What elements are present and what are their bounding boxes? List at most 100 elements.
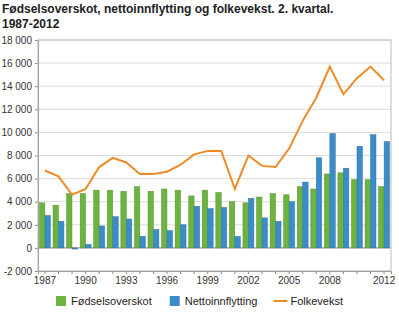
x-axis-line xyxy=(39,272,392,275)
legend-item: Fødselsoverskot xyxy=(56,295,152,307)
legend-label: Fødselsoverskot xyxy=(71,295,152,307)
line xyxy=(45,67,384,195)
grid-line xyxy=(38,132,391,133)
bar xyxy=(148,191,153,248)
y-tick-label: 8 000 xyxy=(7,150,32,161)
bar xyxy=(371,135,376,248)
bar xyxy=(167,231,172,248)
legend-item: Folkevekst xyxy=(273,295,343,307)
bar xyxy=(67,194,72,248)
bar xyxy=(189,196,194,248)
bar xyxy=(257,197,262,248)
bar xyxy=(338,173,343,248)
legend-swatch xyxy=(56,296,66,306)
x-tick: 1987 xyxy=(34,271,57,286)
legend: Fødselsoverskot Nettoinnflytting Folkeveks… xyxy=(56,295,343,307)
bar xyxy=(379,187,384,248)
y-tick: 18 000 xyxy=(1,35,38,46)
bar xyxy=(45,216,50,248)
bar xyxy=(276,221,281,248)
bar xyxy=(194,206,199,248)
legend-label: Nettoinnflytting xyxy=(185,295,258,307)
y-tick: 2 000 xyxy=(7,220,38,231)
x-tick: 2002 xyxy=(237,271,260,286)
grid xyxy=(38,40,391,271)
y-tick: 4 000 xyxy=(7,196,38,207)
legend-item: Nettoinnflytting xyxy=(170,295,258,307)
bar xyxy=(86,244,91,247)
plot: -2 000 0 2 000 4 000 6 000 8 000 10 000 12 000 1… xyxy=(1,35,395,286)
bar xyxy=(365,180,370,248)
y-tick: 14 000 xyxy=(1,81,38,92)
bar xyxy=(39,203,44,248)
bar xyxy=(316,158,321,248)
bar xyxy=(343,168,348,248)
bar xyxy=(126,219,131,248)
y-tick: 6 000 xyxy=(7,173,38,184)
legend-label: Folkevekst xyxy=(290,295,343,307)
bar xyxy=(94,190,99,248)
bar xyxy=(140,236,145,248)
bar xyxy=(229,202,234,248)
y-tick-label: 6 000 xyxy=(7,173,32,184)
x-tick: 2012 xyxy=(373,271,396,286)
x-tick-label: 1987 xyxy=(34,275,57,286)
bar xyxy=(357,146,362,248)
legend-swatch xyxy=(273,300,287,302)
x-tick: 1990 xyxy=(74,271,97,286)
grid-line xyxy=(38,86,391,87)
y-tick-label: 14 000 xyxy=(1,81,32,92)
x-tick: 2005 xyxy=(278,271,301,286)
grid-line xyxy=(38,155,391,156)
x-tick-label: 2008 xyxy=(319,275,342,286)
legend-swatch xyxy=(170,296,180,306)
bar xyxy=(243,203,248,248)
y-tick: 0 xyxy=(26,243,38,254)
bar xyxy=(216,192,221,247)
y-tick-label: -2 000 xyxy=(4,266,33,277)
bar xyxy=(221,207,226,247)
bar xyxy=(235,236,240,248)
x-tick-label: 2005 xyxy=(278,275,301,286)
bar xyxy=(175,190,180,248)
bar xyxy=(303,182,308,248)
y-tick-label: 16 000 xyxy=(1,58,32,69)
bar xyxy=(324,174,329,248)
bar xyxy=(208,209,213,248)
y-tick: 16 000 xyxy=(1,58,38,69)
x-tick: 1993 xyxy=(115,271,138,286)
bar xyxy=(113,217,118,248)
y-tick-label: 2 000 xyxy=(7,220,32,231)
bar xyxy=(162,189,167,248)
bar xyxy=(270,194,275,248)
x-tick-label: 2012 xyxy=(373,275,396,286)
bar xyxy=(330,134,335,248)
bar xyxy=(351,180,356,248)
grid-line xyxy=(38,109,391,110)
x-tick-label: 1999 xyxy=(197,275,220,286)
bar xyxy=(59,221,64,248)
bar xyxy=(384,142,389,248)
grid-line xyxy=(38,63,391,64)
bar xyxy=(99,226,104,248)
y-axis: -2 000 0 2 000 4 000 6 000 8 000 10 000 12 000 1… xyxy=(1,35,38,277)
chart: Fødselsoverskot, nettoinnflytting og fol… xyxy=(0,0,399,317)
y-tick: 10 000 xyxy=(1,127,38,138)
bar xyxy=(53,205,58,248)
x-tick-label: 2002 xyxy=(237,275,260,286)
bar xyxy=(181,225,186,248)
bar xyxy=(311,189,316,248)
y-tick-label: 4 000 xyxy=(7,196,32,207)
y-tick-label: 18 000 xyxy=(1,35,32,46)
x-axis: 1987 1990 1993 1996 1999 2002 2005 2008 2012 xyxy=(34,271,396,286)
bar xyxy=(202,190,207,248)
plot-frame xyxy=(38,40,391,271)
bar xyxy=(284,195,289,248)
x-tick-label: 1996 xyxy=(156,275,179,286)
y-tick-label: 12 000 xyxy=(1,104,32,115)
title: Fødselsoverskot, nettoinnflytting og fol… xyxy=(2,2,333,31)
bar xyxy=(80,194,85,248)
marks xyxy=(39,67,389,249)
bar xyxy=(134,187,139,248)
bar xyxy=(107,190,112,248)
